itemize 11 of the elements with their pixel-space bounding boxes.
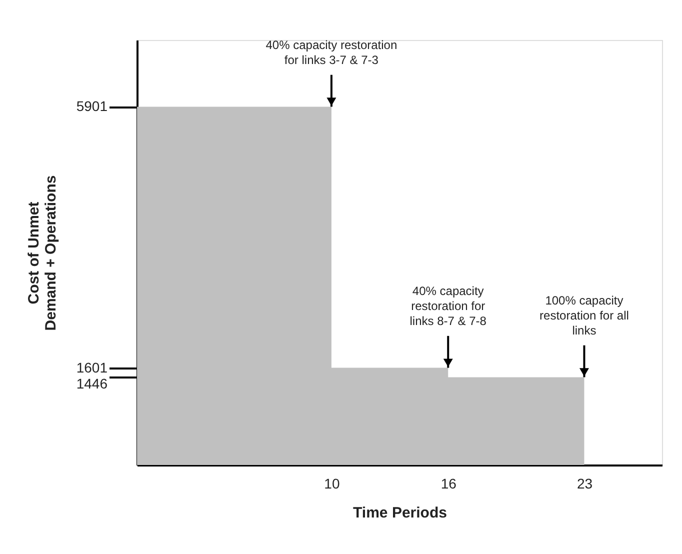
x-tick-label: 10 bbox=[324, 476, 340, 492]
x-axis-title: Time Periods bbox=[353, 504, 447, 522]
y-axis-title: Cost of Unmet Demand + Operations bbox=[25, 175, 60, 331]
y-tick-label: 1601 bbox=[76, 359, 108, 376]
annotation: 40% capacity restoration for links 3-7 & 7-3 bbox=[266, 38, 398, 67]
y-tick-label: 1446 bbox=[76, 376, 108, 392]
annotation: 100% capacity restoration for all links bbox=[540, 293, 629, 338]
y-tick-label: 5901 bbox=[76, 98, 108, 114]
x-tick-label: 16 bbox=[440, 476, 457, 492]
x-tick-label: 23 bbox=[576, 476, 593, 492]
annotation: 40% capacity restoration for links 8-7 & 7-8 bbox=[410, 284, 487, 328]
